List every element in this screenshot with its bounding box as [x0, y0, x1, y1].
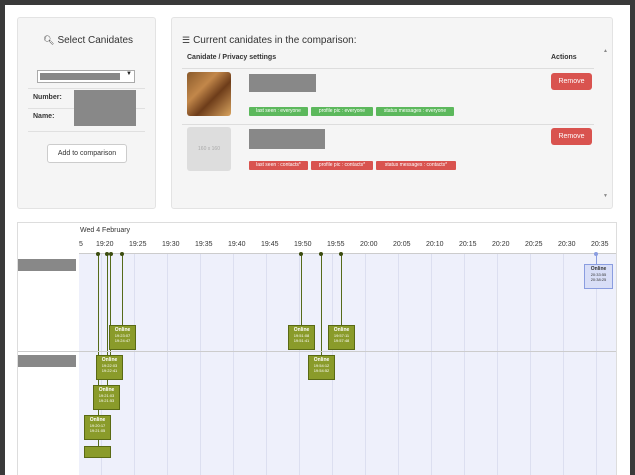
event-connector: [98, 254, 99, 446]
event-connector: [596, 254, 597, 264]
scroll-up-icon[interactable]: ▲: [603, 48, 608, 54]
timeline-body: Online 20:33:55 20:38:25 Online 19:23:07: [79, 252, 616, 475]
tick-label: 20:00: [360, 241, 378, 248]
gridline: [431, 254, 432, 475]
online-event[interactable]: Online 19:23:07 19:24:47: [109, 325, 136, 350]
tick-label: 20:25: [525, 241, 543, 248]
select-candidates-title: 🔍︎ Select Canidates: [43, 35, 134, 46]
candidate-dropdown[interactable]: ▼: [37, 70, 135, 83]
privacy-tag-profile-pic: profile pic : everyone: [311, 107, 373, 116]
group-separator: [18, 351, 616, 352]
tick-label: 19:25: [129, 241, 147, 248]
gridline: [365, 254, 366, 475]
candidate-avatar-placeholder: 160 x 160: [187, 127, 231, 171]
tick-label: 19:40: [228, 241, 246, 248]
event-connector: [110, 254, 111, 356]
event-dot: [105, 252, 109, 256]
activity-timeline: Wed 4 February 5 19:20 19:25 19:30 19:35…: [17, 222, 617, 475]
event-connector: [321, 254, 322, 355]
event-dot: [319, 252, 323, 256]
timeline-date: Wed 4 February: [80, 227, 131, 234]
tick-label: 20:30: [558, 241, 576, 248]
gridline: [134, 254, 135, 475]
scroll-down-icon[interactable]: ▼: [603, 193, 608, 199]
timeline-group-label-redacted: [18, 355, 76, 367]
divider: [28, 131, 145, 132]
privacy-tag-last-seen: last seen : everyone: [249, 107, 308, 116]
col-header-candidate: Canidate / Privacy settings: [187, 54, 277, 61]
event-connector: [341, 254, 342, 325]
gridline: [596, 254, 597, 475]
event-dot: [299, 252, 303, 256]
privacy-tag-profile-pic: profile pic : contacts*: [311, 161, 373, 170]
event-connector: [107, 254, 108, 386]
divider: [28, 88, 145, 89]
gridline: [398, 254, 399, 475]
tick-label: 20:10: [426, 241, 444, 248]
current-candidates-title: ☰ Current canidates in the comparison:: [182, 35, 357, 46]
tick-label: 20:05: [393, 241, 411, 248]
tick-label: 19:35: [195, 241, 213, 248]
page: 🔍︎ Select Canidates ▼ Number: Name: Add t…: [5, 5, 630, 475]
header-divider: [182, 68, 594, 69]
tick-label: 19:50: [294, 241, 312, 248]
gridline: [299, 254, 300, 475]
online-event[interactable]: Online 19:51:08 19:51:41: [288, 325, 315, 350]
search-icon: 🔍︎: [43, 35, 55, 45]
tick-label: 19:30: [162, 241, 180, 248]
online-event-partial[interactable]: [84, 446, 111, 458]
gridline: [563, 254, 564, 475]
gridline: [200, 254, 201, 475]
event-dot: [109, 252, 113, 256]
list-icon: ☰: [182, 35, 191, 45]
online-event[interactable]: Online 19:57:11 19:57:48: [328, 325, 355, 350]
current-candidates-panel: ☰ Current canidates in the comparison: Ca…: [171, 17, 613, 209]
event-dot: [96, 252, 100, 256]
redacted-selection: [40, 73, 120, 80]
gridline: [530, 254, 531, 475]
col-header-actions: Actions: [551, 54, 577, 61]
online-event[interactable]: Online 19:22:03 19:22:41: [96, 355, 123, 380]
online-event[interactable]: Online 19:54:12 19:54:52: [308, 355, 335, 380]
name-label: Name:: [33, 113, 55, 120]
redacted-candidate-name: [249, 74, 316, 92]
online-event[interactable]: Online 19:20:17 19:21:05: [84, 415, 111, 440]
gridline: [497, 254, 498, 475]
candidate-avatar: [187, 72, 231, 116]
redacted-candidate-name: [249, 129, 325, 149]
gridline: [167, 254, 168, 475]
event-connector: [122, 254, 123, 325]
privacy-tag-last-seen: last seen : contacts*: [249, 161, 308, 170]
event-dot: [339, 252, 343, 256]
event-dot: [120, 252, 124, 256]
remove-button[interactable]: Remove: [551, 128, 592, 145]
gridline: [266, 254, 267, 475]
tick-label: 20:20: [492, 241, 510, 248]
tick-label: 19:45: [261, 241, 279, 248]
chevron-down-icon: ▼: [126, 71, 132, 77]
tick-label: 19:55: [327, 241, 345, 248]
tick-label: 20:15: [459, 241, 477, 248]
scrollbar[interactable]: ▲ ▼: [603, 48, 608, 200]
privacy-tag-status: status messages : contacts*: [376, 161, 456, 170]
tick-label: 19:20: [96, 241, 114, 248]
row-divider: [182, 124, 594, 125]
gridline: [233, 254, 234, 475]
timeline-group-label-redacted: [18, 259, 76, 271]
gridline: [464, 254, 465, 475]
select-candidates-panel: 🔍︎ Select Canidates ▼ Number: Name: Add t…: [17, 17, 156, 209]
timeline-axis: 5 19:20 19:25 19:30 19:35 19:40 19:45 19…: [79, 237, 616, 254]
redacted-number-name: [74, 90, 136, 126]
tick-label: 20:35: [591, 241, 609, 248]
event-connector: [301, 254, 302, 325]
online-event[interactable]: Online 20:33:55 20:38:25: [584, 264, 613, 289]
tick-label: 5: [79, 241, 83, 248]
privacy-tag-status: status messages : everyone: [376, 107, 454, 116]
number-label: Number:: [33, 94, 62, 101]
remove-button[interactable]: Remove: [551, 73, 592, 90]
online-event[interactable]: Online 19:21:03 19:21:53: [93, 385, 120, 410]
event-dot: [594, 252, 598, 256]
add-to-comparison-button[interactable]: Add to comparison: [47, 144, 127, 163]
